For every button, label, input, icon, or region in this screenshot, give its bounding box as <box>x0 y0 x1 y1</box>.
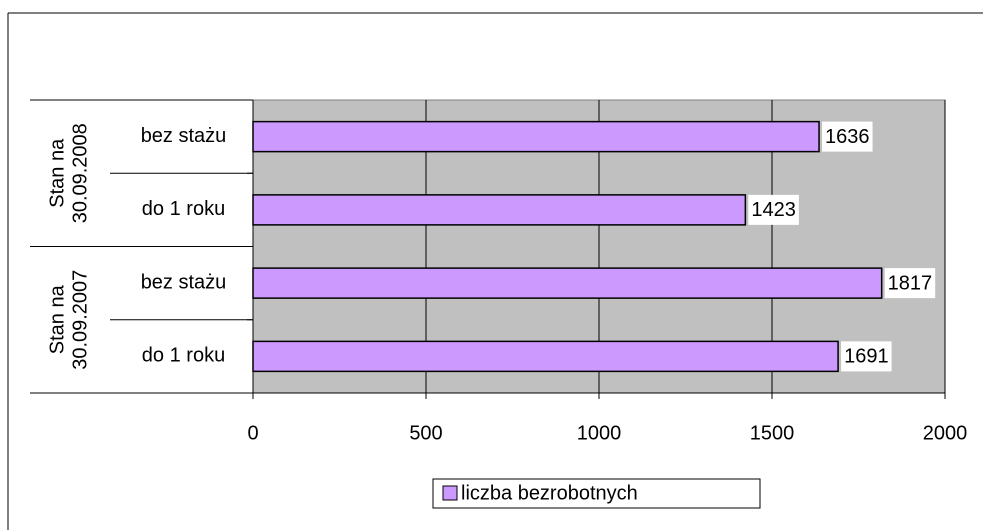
y-tick-label: bez stażu <box>141 125 227 147</box>
bar <box>252 267 883 299</box>
group-label-line: Stan na <box>47 284 69 354</box>
x-tick-label: 1500 <box>750 422 795 444</box>
group-label-line: 30.09.2008 <box>70 123 92 223</box>
data-label: 1691 <box>844 346 889 368</box>
bar <box>252 120 820 153</box>
data-label: 1636 <box>825 126 870 148</box>
data-label-bg <box>822 121 873 152</box>
data-label-bg <box>748 194 799 225</box>
x-tick-label: 0 <box>247 422 258 444</box>
legend-swatch <box>442 485 458 501</box>
x-tick-label: 500 <box>409 422 442 444</box>
y-tick-label: bez stażu <box>141 271 227 293</box>
x-tick-label: 2000 <box>923 422 968 444</box>
data-label-bg <box>884 268 936 299</box>
legend <box>432 478 761 509</box>
group-label-line: 30.09.2007 <box>70 270 92 370</box>
legend-label: liczba bezrobotnych <box>461 482 638 504</box>
data-label-bg <box>841 341 892 372</box>
bar <box>252 194 747 226</box>
data-label: 1423 <box>751 199 796 221</box>
group-label-line: Stan na <box>47 138 69 208</box>
x-tick-label: 1000 <box>577 422 622 444</box>
y-tick-label: do 1 roku <box>142 345 225 367</box>
y-tick-label: do 1 roku <box>142 198 225 220</box>
group-label: Stan na30.09.2007 <box>47 270 92 370</box>
data-label: 1817 <box>888 272 933 294</box>
bar <box>252 340 839 373</box>
group-label: Stan na30.09.2008 <box>47 123 92 223</box>
